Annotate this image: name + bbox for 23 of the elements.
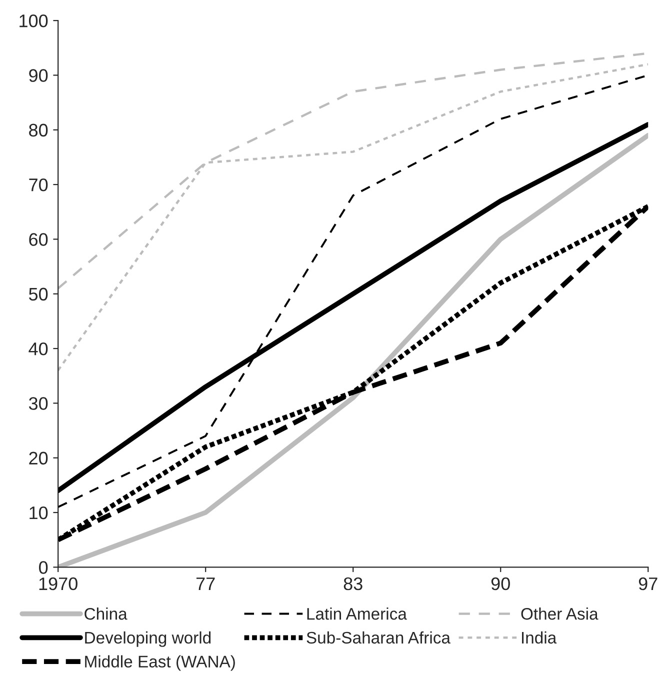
legend-label: Other Asia [521,608,598,620]
y-tick-label: 0 [39,561,48,574]
legend-label: Latin America [307,608,407,620]
legend-label: Developing world [85,631,211,647]
y-tick-label: 20 [29,452,48,465]
x-tick-label: 1970 [39,577,78,590]
legend-label: India [522,631,557,644]
x-tick-label: 90 [491,577,510,590]
legend-label: China [84,608,128,620]
legend-label: Sub-Saharan Africa [306,631,450,644]
y-tick-label: 50 [29,288,48,301]
y-tick-label: 10 [30,506,48,520]
x-tick-label: 77 [196,578,215,590]
legend-label: Middle East (WANA) [85,655,235,671]
y-tick-label: 90 [29,69,48,82]
y-tick-label: 70 [29,178,48,192]
x-tick-label: 97 [638,577,658,590]
x-tick-label: 83 [344,577,362,590]
y-tick-label: 60 [29,233,48,246]
y-tick-label: 30 [28,397,48,410]
y-tick-label: 40 [28,342,48,356]
y-tick-label: 100 [20,14,48,28]
y-tick-label: 80 [29,124,48,137]
